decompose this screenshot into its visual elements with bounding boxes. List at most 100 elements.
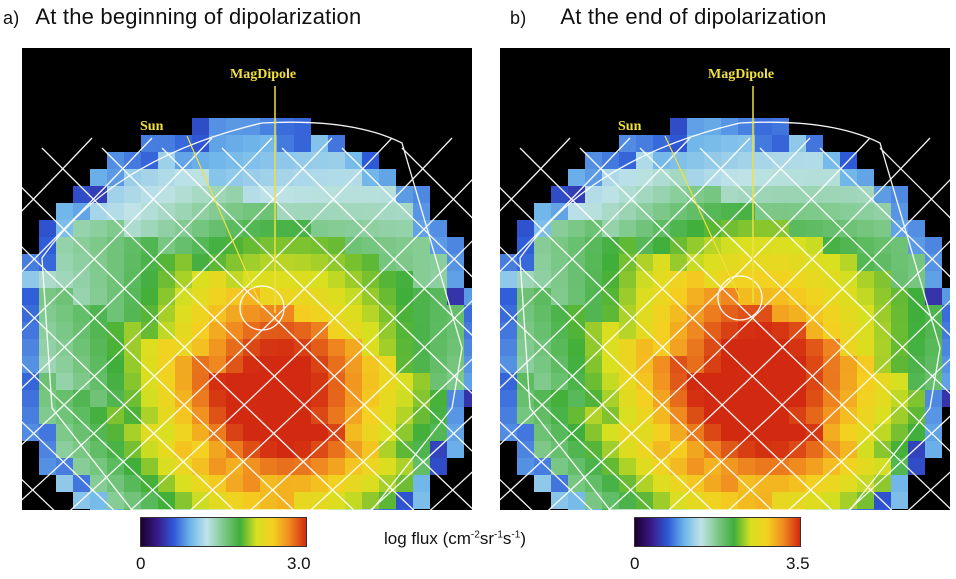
flux-pixel: [243, 135, 260, 152]
flux-pixel: [551, 254, 568, 271]
flux-pixel: [636, 339, 653, 356]
flux-pixel: [141, 135, 158, 152]
flux-pixel: [396, 475, 413, 492]
flux-pixel: [857, 186, 874, 203]
flux-pixel: [585, 237, 602, 254]
flux-pixel: [704, 441, 721, 458]
flux-pixel: [124, 458, 141, 475]
flux-pixel: [141, 152, 158, 169]
flux-pixel: [517, 254, 534, 271]
flux-pixel: [738, 424, 755, 441]
flux-pixel: [243, 322, 260, 339]
flux-pixel: [908, 305, 925, 322]
flux-pixel: [260, 356, 277, 373]
flux-pixel: [891, 254, 908, 271]
grid-line: [22, 304, 235, 510]
flux-pixel: [721, 135, 738, 152]
flux-pixel: [260, 424, 277, 441]
flux-pixel: [755, 186, 772, 203]
flux-pixel: [500, 390, 517, 407]
flux-pixel: [721, 237, 738, 254]
flux-pixel: [294, 152, 311, 169]
flux-pixel: [789, 135, 806, 152]
flux-pixel: [840, 305, 857, 322]
grid-line: [22, 137, 393, 501]
flux-pixel: [908, 220, 925, 237]
grid-line: [22, 186, 355, 510]
flux-pixel: [192, 390, 209, 407]
flux-pixel: [260, 135, 277, 152]
flux-pixel: [56, 237, 73, 254]
flux-pixel: [413, 339, 430, 356]
flux-pixel: [294, 169, 311, 186]
flux-pixel: [345, 390, 362, 407]
flux-pixel: [568, 407, 585, 424]
flux-pixel: [772, 492, 789, 509]
flux-pixel: [585, 203, 602, 220]
flux-pixel: [670, 475, 687, 492]
flux-pixel: [602, 407, 619, 424]
flux-pixel: [636, 390, 653, 407]
flux-pixel: [534, 475, 551, 492]
flux-pixel: [670, 390, 687, 407]
flux-pixel: [789, 407, 806, 424]
flux-pixel: [670, 118, 687, 135]
flux-pixel: [568, 441, 585, 458]
flux-pixel: [430, 288, 447, 305]
flux-pixel: [192, 305, 209, 322]
flux-pixel: [260, 390, 277, 407]
flux-pixel: [704, 407, 721, 424]
flux-pixel: [277, 169, 294, 186]
panel-a-title: a) At the beginning of dipolarization: [3, 4, 361, 30]
flux-pixel: [124, 203, 141, 220]
flux-pixel: [704, 322, 721, 339]
flux-pixel: [39, 271, 56, 288]
flux-pixel: [107, 424, 124, 441]
flux-pixel: [585, 458, 602, 475]
flux-pixel: [243, 458, 260, 475]
sun-pointer-line: [664, 135, 741, 299]
flux-pixel: [789, 254, 806, 271]
flux-pixel: [551, 237, 568, 254]
flux-pixel: [90, 220, 107, 237]
flux-pixel: [551, 373, 568, 390]
grid-line: [727, 300, 950, 510]
units-suffix: ): [520, 529, 526, 548]
flux-pixel: [294, 288, 311, 305]
flux-pixel: [90, 322, 107, 339]
flux-pixel: [56, 424, 73, 441]
flux-pixel: [311, 254, 328, 271]
flux-pixel: [840, 203, 857, 220]
flux-pixel: [738, 203, 755, 220]
flux-pixel: [430, 254, 447, 271]
flux-pixel: [602, 254, 619, 271]
grid-line: [547, 137, 931, 510]
flux-pixel: [857, 390, 874, 407]
flux-pixel: [670, 424, 687, 441]
flux-pixel: [704, 237, 721, 254]
flux-pixel: [653, 186, 670, 203]
flux-pixel: [619, 203, 636, 220]
flux-pixel: [840, 475, 857, 492]
flux-pixel: [908, 407, 925, 424]
flux-pixel: [704, 424, 721, 441]
flux-pixel: [772, 424, 789, 441]
flux-pixel: [806, 407, 823, 424]
flux-pixel: [602, 492, 619, 509]
flux-pixel: [464, 288, 472, 305]
flux-pixel: [243, 424, 260, 441]
flux-pixel: [209, 390, 226, 407]
flux-pixel: [73, 288, 90, 305]
grid-line: [369, 415, 472, 510]
flux-pixel: [209, 288, 226, 305]
flux-pixel: [568, 390, 585, 407]
flux-pixel: [602, 390, 619, 407]
flux-pixel: [755, 475, 772, 492]
flux-pixel: [636, 288, 653, 305]
flux-pixel: [755, 373, 772, 390]
flux-pixel: [806, 237, 823, 254]
flux-pixel: [738, 441, 755, 458]
flux-pixel: [328, 237, 345, 254]
flux-pixel: [73, 271, 90, 288]
flux-pixel: [447, 237, 464, 254]
